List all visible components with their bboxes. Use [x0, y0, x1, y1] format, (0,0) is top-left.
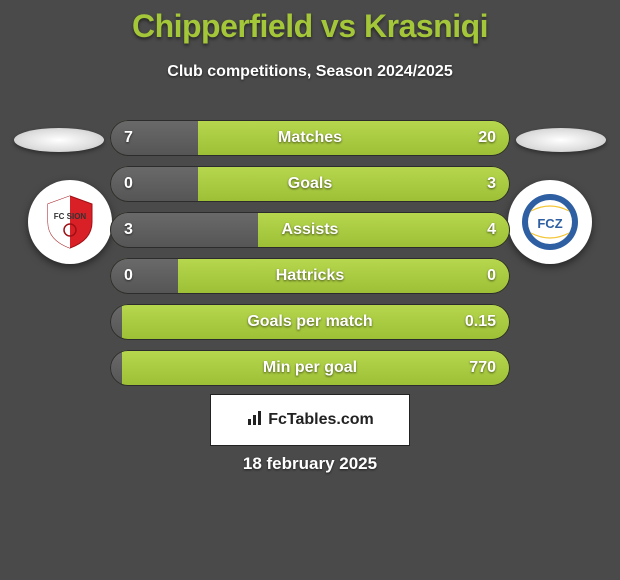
- stat-row: Goals0 3: [110, 166, 510, 202]
- team-crest-left: FC SION: [28, 180, 112, 264]
- stat-value-left: 3: [124, 221, 133, 239]
- stat-label: Matches: [110, 129, 510, 147]
- team-crest-right: FCZ: [508, 180, 592, 264]
- stats-bars: Matches720Goals03Assists34Hattricks00Goa…: [110, 120, 510, 396]
- stat-value-left: 0: [124, 175, 133, 193]
- footer-brand-text: FcTables.com: [268, 411, 374, 429]
- stat-row: Matches7 20: [110, 120, 510, 156]
- fc-sion-crest-icon: FC SION: [40, 192, 100, 252]
- date-text: 18 february 2025: [0, 454, 620, 474]
- stat-value-right: 20: [478, 129, 496, 147]
- stat-label: Assists: [110, 221, 510, 239]
- svg-text:FCZ: FCZ: [537, 216, 562, 231]
- stat-label: Goals per match: [110, 313, 510, 331]
- ellipse-decoration-right: [516, 128, 606, 152]
- fctables-logo-icon: [246, 409, 264, 432]
- footer-brand-box[interactable]: FcTables.com: [210, 394, 410, 446]
- stat-value-right: 0.15: [465, 313, 496, 331]
- stat-row: Min per goal770: [110, 350, 510, 386]
- stat-row: Hattricks0 0: [110, 258, 510, 294]
- ellipse-decoration-left: [14, 128, 104, 152]
- stat-label: Hattricks: [110, 267, 510, 285]
- stat-value-right: 3: [487, 175, 496, 193]
- svg-text:FC SION: FC SION: [54, 212, 87, 221]
- subtitle: Club competitions, Season 2024/2025: [0, 63, 620, 81]
- stat-value-right: 0: [487, 267, 496, 285]
- stat-value-left: 7: [124, 129, 133, 147]
- stat-label: Min per goal: [110, 359, 510, 377]
- stat-value-right: 4: [487, 221, 496, 239]
- stat-value-right: 770: [469, 359, 496, 377]
- stat-row: Goals per match0.15: [110, 304, 510, 340]
- page-title: Chipperfield vs Krasniqi: [0, 0, 620, 45]
- stat-label: Goals: [110, 175, 510, 193]
- fc-zurich-crest-icon: FCZ: [519, 191, 581, 253]
- stat-value-left: 0: [124, 267, 133, 285]
- stat-row: Assists3 4: [110, 212, 510, 248]
